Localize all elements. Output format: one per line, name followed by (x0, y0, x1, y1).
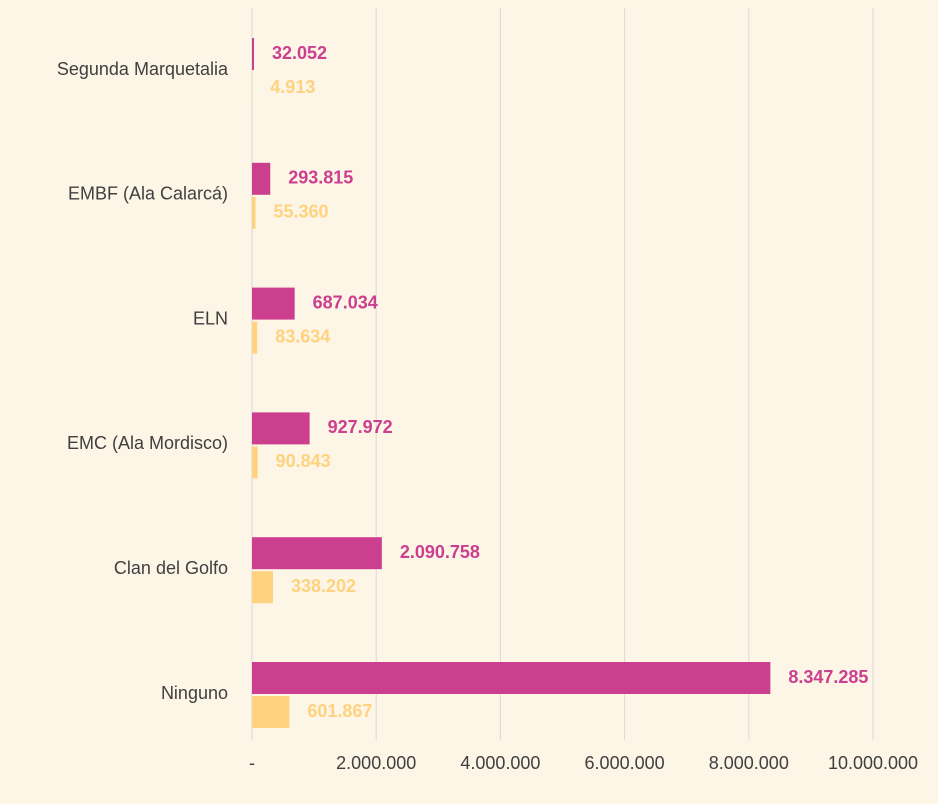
bar (252, 287, 295, 320)
bar (252, 412, 310, 445)
bar (252, 662, 771, 694)
x-tick-label: 10.000.000 (828, 753, 918, 773)
x-tick-label: 4.000.000 (460, 753, 540, 773)
bar (252, 162, 271, 195)
value-label: 8.347.285 (788, 667, 868, 687)
y-tick-label: EMC (Ala Mordisco) (67, 433, 228, 453)
value-label: 927.972 (328, 417, 393, 437)
value-label: 4.913 (270, 77, 315, 97)
value-label: 83.634 (275, 326, 330, 346)
bar (252, 321, 258, 354)
value-label: 687.034 (313, 292, 378, 312)
x-tick-label: 8.000.000 (709, 753, 789, 773)
value-label: 2.090.758 (400, 542, 480, 562)
y-tick-label: EMBF (Ala Calarcá) (68, 184, 228, 204)
y-tick-label: Ninguno (161, 683, 228, 703)
value-label: 55.360 (273, 202, 328, 222)
bar (252, 446, 258, 479)
value-label: 293.815 (288, 168, 353, 188)
bar (252, 537, 382, 570)
bar (252, 196, 256, 229)
y-tick-label: Clan del Golfo (114, 558, 228, 578)
value-label: 90.843 (276, 451, 331, 471)
bar (252, 571, 274, 604)
value-label: 32.052 (272, 43, 327, 63)
x-tick-label: 6.000.000 (585, 753, 665, 773)
y-tick-label: Segunda Marquetalia (57, 59, 229, 79)
x-tick-label: 2.000.000 (336, 753, 416, 773)
value-label: 338.202 (291, 576, 356, 596)
bar (252, 696, 290, 728)
y-tick-label: ELN (193, 308, 228, 328)
bar (252, 38, 254, 70)
value-label: 601.867 (307, 701, 372, 721)
x-tick-label: - (249, 753, 255, 773)
